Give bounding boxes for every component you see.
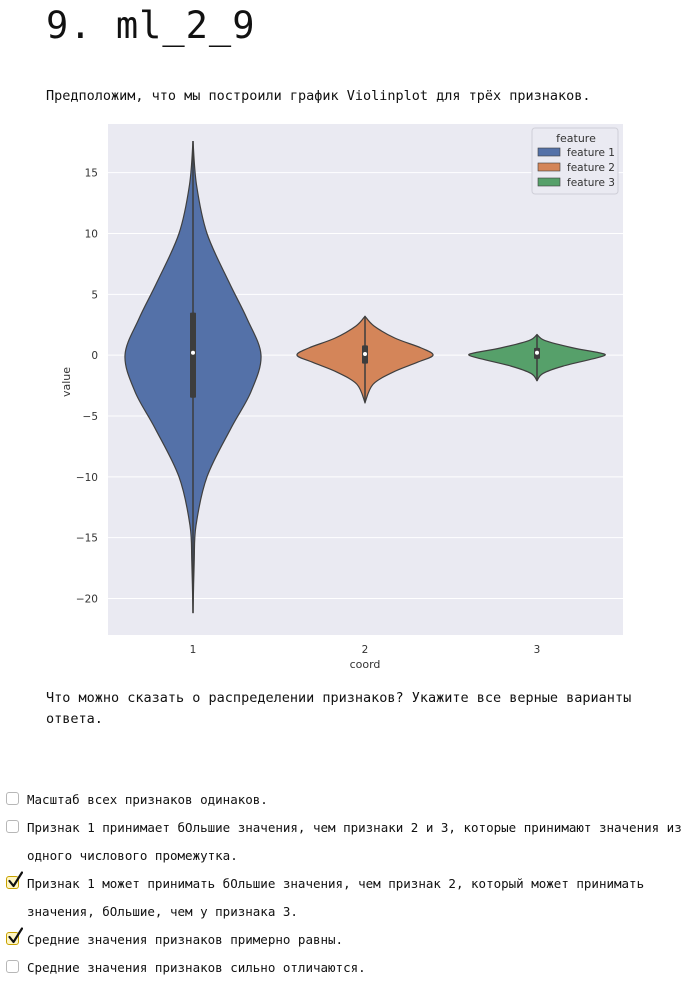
- x-axis-label: coord: [350, 658, 381, 671]
- answer-label: Признак 1 может принимать бОльшие значен…: [27, 876, 645, 919]
- answer-list: Масштаб всех признаков одинаков. Признак…: [6, 786, 690, 982]
- check-icon: [8, 871, 23, 888]
- x-tick-label: 1: [190, 644, 197, 656]
- median-marker-3: [535, 350, 539, 355]
- answer-label: Средние значения признаков сильно отлича…: [27, 960, 366, 975]
- iqr-box-1: [190, 312, 196, 398]
- y-axis-label: value: [60, 367, 73, 397]
- x-tick-label: 3: [534, 644, 541, 656]
- checkbox[interactable]: [6, 871, 23, 889]
- violin-chart: 15 10 5 0 −5 −10 −15 −20 1 2 3 coord value featur…: [40, 114, 640, 674]
- median-marker-2: [363, 351, 367, 356]
- legend: feature feature 1 feature 2 feature 3: [531, 127, 619, 195]
- answer-option-3[interactable]: Признак 1 может принимать бОльшие значен…: [6, 870, 690, 926]
- legend-swatch: [537, 177, 561, 187]
- legend-title: feature: [556, 132, 596, 145]
- answer-label: Признак 1 принимает бОльшие значения, че…: [27, 820, 682, 863]
- y-tick-label: −5: [83, 411, 98, 423]
- legend-entry: feature 2: [567, 162, 615, 174]
- legend-swatch: [537, 162, 561, 172]
- violin-chart-svg: 15 10 5 0 −5 −10 −15 −20 1 2 3 coord value featur…: [60, 124, 623, 671]
- y-tick-label: −10: [76, 472, 98, 484]
- checkbox[interactable]: [6, 820, 19, 833]
- y-tick-label: 10: [85, 229, 98, 241]
- checkbox[interactable]: [6, 792, 19, 805]
- question-text: Что можно сказать о распределении призна…: [46, 690, 632, 727]
- y-tick-label: 15: [85, 168, 98, 180]
- y-tick-label: −20: [76, 594, 98, 606]
- y-tick-label: 5: [91, 289, 98, 301]
- answer-label: Средние значения признаков примерно равн…: [27, 932, 344, 947]
- legend-swatch: [537, 147, 561, 157]
- legend-entry: feature 3: [567, 177, 615, 189]
- y-tick-labels: 15 10 5 0 −5 −10 −15 −20: [76, 168, 98, 606]
- checkbox[interactable]: [6, 927, 23, 945]
- legend-entry: feature 1: [567, 147, 615, 159]
- checkbox[interactable]: [6, 960, 19, 973]
- x-tick-label: 2: [362, 644, 369, 656]
- answer-label: Масштаб всех признаков одинаков.: [27, 792, 268, 807]
- y-tick-label: −15: [76, 533, 98, 545]
- violins: [124, 140, 606, 614]
- intro-text: Предположим, что мы построили график Vio…: [46, 88, 591, 104]
- median-marker-1: [191, 350, 195, 355]
- answer-option-4[interactable]: Средние значения признаков примерно равн…: [6, 926, 690, 954]
- answer-option-5[interactable]: Средние значения признаков сильно отлича…: [6, 954, 690, 982]
- page-title: 9. ml_2_9: [46, 4, 256, 47]
- x-tick-labels: 1 2 3: [190, 644, 541, 656]
- answer-option-1[interactable]: Масштаб всех признаков одинаков.: [6, 786, 690, 814]
- check-icon: [8, 927, 23, 944]
- answer-option-2[interactable]: Признак 1 принимает бОльшие значения, че…: [6, 814, 690, 870]
- y-tick-label: 0: [91, 350, 98, 362]
- legend-box: [531, 127, 619, 195]
